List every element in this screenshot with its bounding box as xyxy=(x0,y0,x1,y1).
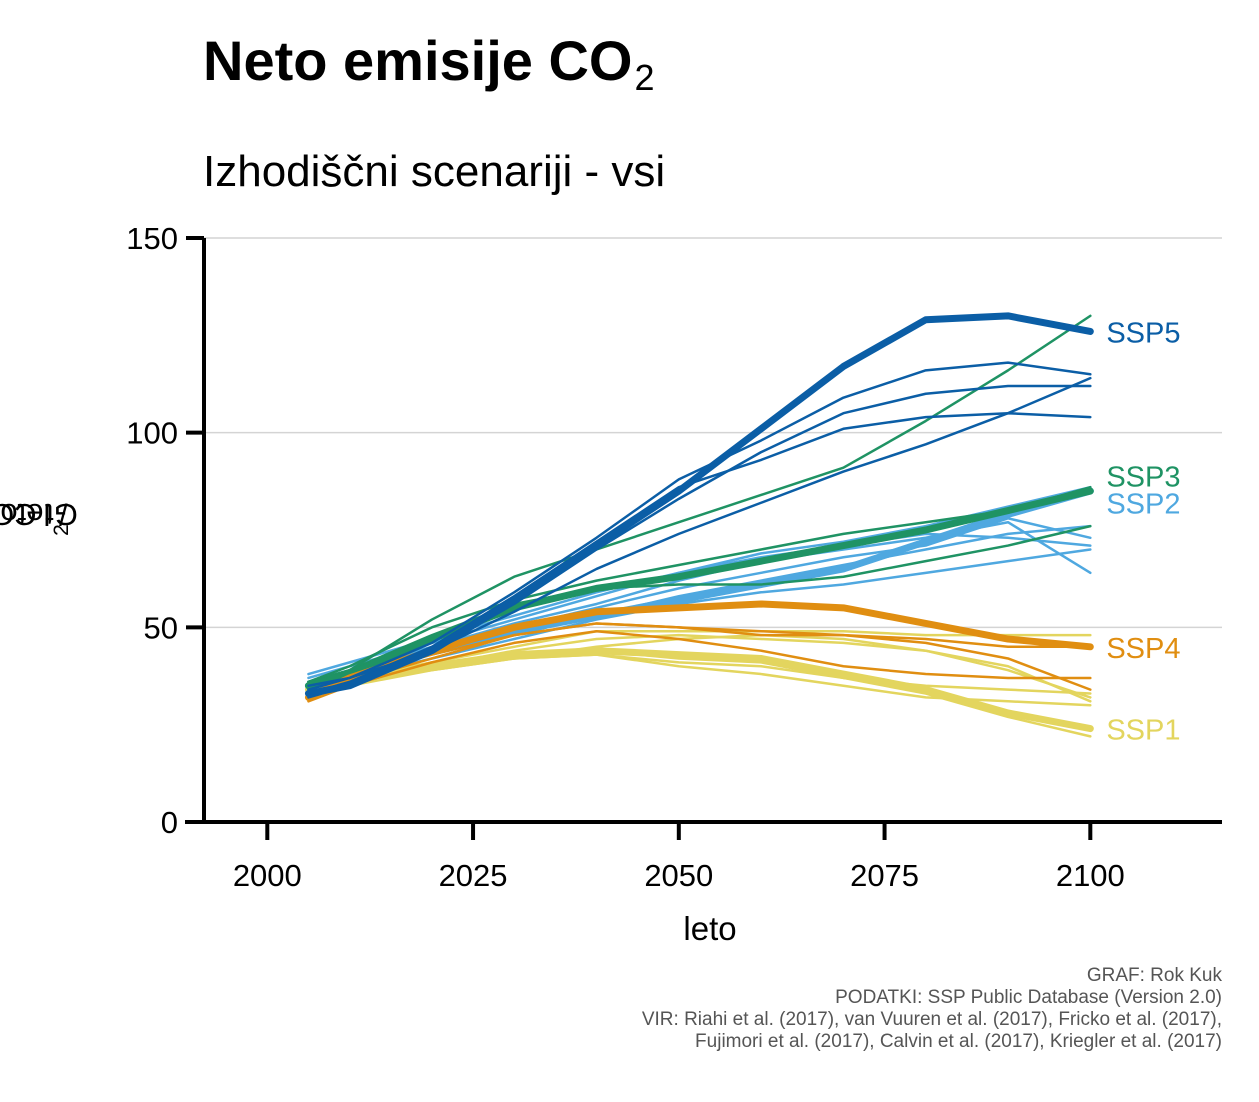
y-tick-label-150: 150 xyxy=(126,221,178,256)
chart-title-subscript: 2 xyxy=(634,57,655,98)
series-label-ssp1: SSP1 xyxy=(1106,715,1180,747)
series-line-ssp3-0 xyxy=(307,314,1092,691)
x-tick-label-2025: 2025 xyxy=(439,858,508,893)
x-tick-label-2050: 2050 xyxy=(644,858,713,893)
credit-line-source-1: VIR: Riahi et al. (2017), van Vuuren et … xyxy=(641,1009,1222,1030)
chart-title: Neto emisije CO2 xyxy=(203,28,655,99)
credit-line-source-2: Fujimori et al. (2017), Calvin et al. (2… xyxy=(695,1031,1222,1052)
x-tick-label-2100: 2100 xyxy=(1056,858,1125,893)
credit-line-data: PODATKI: SSP Public Database (Version 2.… xyxy=(835,987,1222,1008)
group-ssp3 xyxy=(304,314,1094,691)
group-ssp1 xyxy=(304,629,1094,738)
credit-line-author: GRAF: Rok Kuk xyxy=(1086,965,1222,986)
chart-subtitle: Izhodiščni scenariji - vsi xyxy=(203,147,666,196)
series-line-ssp3-marker xyxy=(304,487,1094,690)
y-tick-label-0: 0 xyxy=(161,805,178,840)
x-axis-label: leto xyxy=(683,910,737,947)
axes: 0 50 100 150 2000 2025 2050 2075 2100 xyxy=(126,221,1222,893)
series-label-ssp2: SSP2 xyxy=(1106,489,1180,521)
series-line-ssp5-0 xyxy=(307,361,1092,691)
chart-title-text: Neto emisije CO xyxy=(203,29,633,92)
series-line-ssp5-marker xyxy=(304,312,1094,698)
y-tick-label-100: 100 xyxy=(126,416,178,451)
series-line-ssp3-1 xyxy=(307,485,1092,684)
series-line-ssp1-5 xyxy=(307,653,1092,695)
gridlines xyxy=(204,237,1222,629)
x-tick-label-2075: 2075 xyxy=(850,858,919,893)
credits: GRAF: Rok Kuk PODATKI: SSP Public Databa… xyxy=(642,965,1222,1053)
series-label-ssp4: SSP4 xyxy=(1106,633,1180,665)
x-tick-label-2000: 2000 xyxy=(233,858,302,893)
y-tick-label-50: 50 xyxy=(144,610,178,645)
series-lines xyxy=(304,312,1094,738)
series-label-ssp3: SSP3 xyxy=(1106,461,1180,493)
series-line-ssp4-1 xyxy=(307,629,1092,703)
y-axis-label-post: / leto xyxy=(0,496,68,532)
series-label-ssp5: SSP5 xyxy=(1106,317,1180,349)
series-line-ssp3-2 xyxy=(307,524,1092,684)
group-ssp5 xyxy=(304,312,1094,699)
